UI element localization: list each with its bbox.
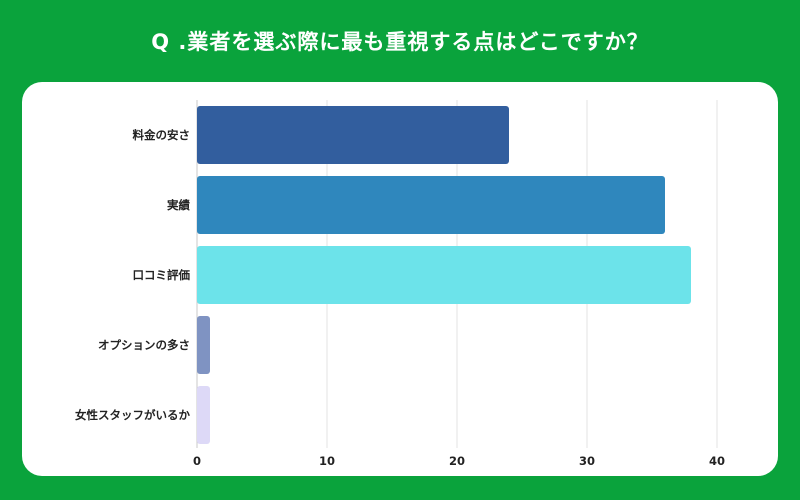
- x-tick-label: 0: [193, 454, 201, 468]
- x-tick-label: 10: [319, 454, 335, 468]
- x-tick-label: 30: [579, 454, 595, 468]
- bar: [197, 176, 665, 234]
- bar: [197, 386, 210, 444]
- bar: [197, 246, 691, 304]
- category-label: 料金の安さ: [133, 128, 191, 142]
- category-label: 女性スタッフがいるか: [75, 408, 190, 422]
- bar: [197, 316, 210, 374]
- bars: [197, 106, 691, 444]
- x-tick-label: 40: [709, 454, 725, 468]
- category-label: 実績: [167, 198, 190, 212]
- category-label: 口コミ評価: [133, 268, 191, 282]
- category-label: オプションの多さ: [98, 338, 190, 352]
- x-tick-labels: 0 10 20 30 40: [193, 454, 725, 468]
- bar: [197, 106, 509, 164]
- x-tick-label: 20: [449, 454, 465, 468]
- chart-title: Q .業者を選ぶ際に最も重視する点はどこですか？: [151, 30, 649, 54]
